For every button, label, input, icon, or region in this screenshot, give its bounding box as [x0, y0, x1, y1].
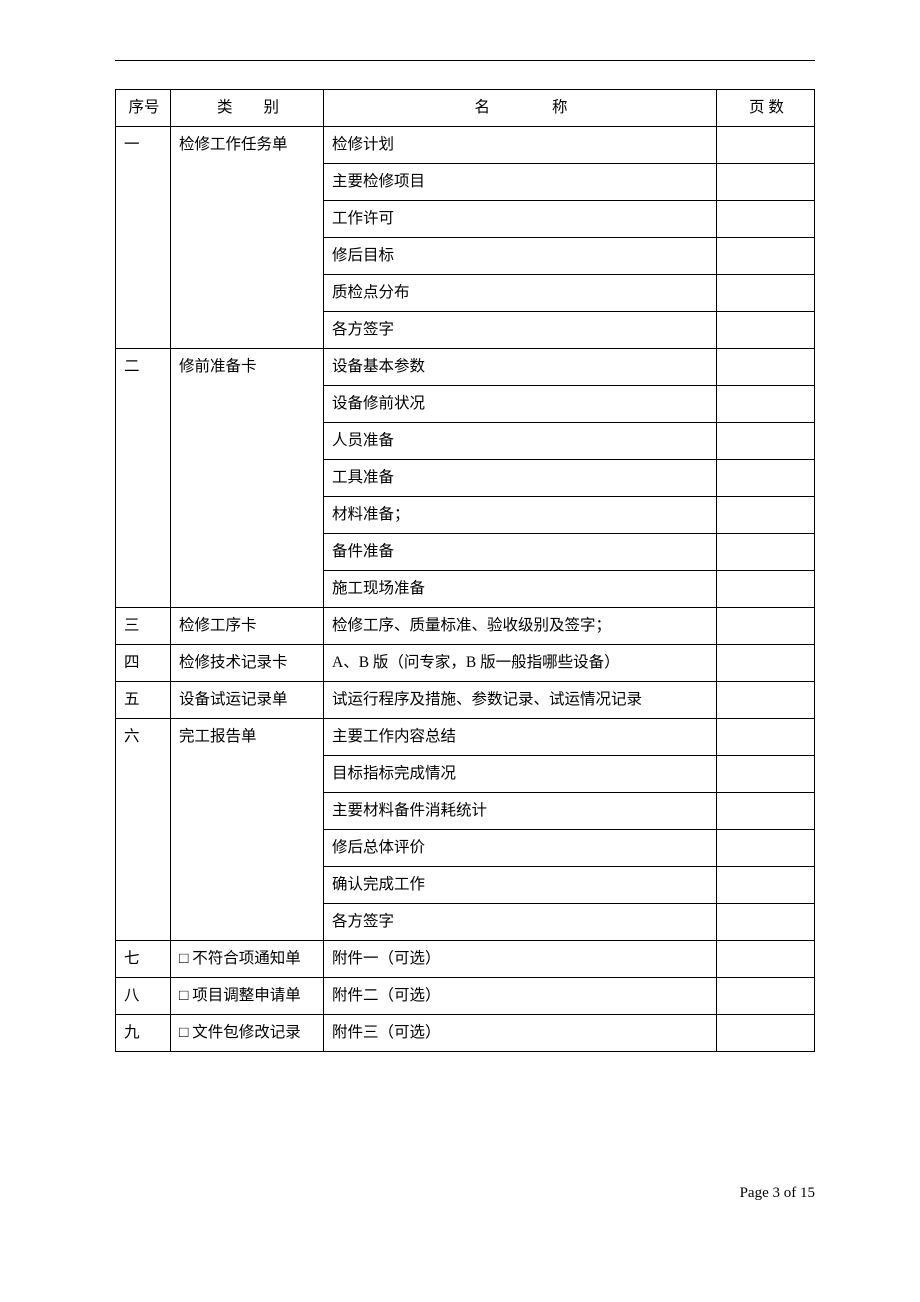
table-row: 一检修工作任务单检修计划 — [116, 127, 815, 164]
cell-name: 试运行程序及措施、参数记录、试运情况记录 — [324, 682, 717, 719]
header-page: 页 数 — [717, 90, 815, 127]
cell-page — [717, 978, 815, 1015]
cell-page — [717, 756, 815, 793]
cell-page — [717, 904, 815, 941]
cell-category: 完工报告单 — [171, 719, 324, 941]
table-row: 九□ 文件包修改记录附件三（可选） — [116, 1015, 815, 1052]
page-content: 序号 类 别 名 称 页 数 一检修工作任务单检修计划主要检修项目工作许可修后目… — [0, 0, 920, 1052]
cell-page — [717, 164, 815, 201]
cell-page — [717, 867, 815, 904]
cell-name: 主要材料备件消耗统计 — [324, 793, 717, 830]
cell-name: 主要工作内容总结 — [324, 719, 717, 756]
page-footer: Page 3 of 15 — [740, 1185, 815, 1202]
table-header-row: 序号 类 别 名 称 页 数 — [116, 90, 815, 127]
cell-category: 修前准备卡 — [171, 349, 324, 608]
cell-seq: 七 — [116, 941, 171, 978]
cell-page — [717, 460, 815, 497]
cell-category: 检修工作任务单 — [171, 127, 324, 349]
table-row: 三检修工序卡检修工序、质量标准、验收级别及签字； — [116, 608, 815, 645]
header-seq: 序号 — [116, 90, 171, 127]
cell-page — [717, 312, 815, 349]
cell-name: 人员准备 — [324, 423, 717, 460]
cell-category: 检修工序卡 — [171, 608, 324, 645]
cell-page — [717, 608, 815, 645]
cell-page — [717, 1015, 815, 1052]
cell-page — [717, 682, 815, 719]
cell-name: 附件三（可选） — [324, 1015, 717, 1052]
top-rule — [115, 60, 815, 61]
cell-name: A、B 版（问专家，B 版一般指哪些设备） — [324, 645, 717, 682]
cell-name: 工作许可 — [324, 201, 717, 238]
cell-name: 施工现场准备 — [324, 571, 717, 608]
cell-category: 设备试运记录单 — [171, 682, 324, 719]
cell-name: 主要检修项目 — [324, 164, 717, 201]
cell-name: 确认完成工作 — [324, 867, 717, 904]
cell-seq: 二 — [116, 349, 171, 608]
contents-table: 序号 类 别 名 称 页 数 一检修工作任务单检修计划主要检修项目工作许可修后目… — [115, 89, 815, 1052]
cell-seq: 五 — [116, 682, 171, 719]
cell-page — [717, 201, 815, 238]
header-name: 名 称 — [324, 90, 717, 127]
cell-name: 各方签字 — [324, 312, 717, 349]
cell-page — [717, 349, 815, 386]
cell-name: 附件二（可选） — [324, 978, 717, 1015]
cell-category: 检修技术记录卡 — [171, 645, 324, 682]
cell-name: 设备基本参数 — [324, 349, 717, 386]
table-row: 六完工报告单主要工作内容总结 — [116, 719, 815, 756]
cell-name: 质检点分布 — [324, 275, 717, 312]
cell-page — [717, 719, 815, 756]
cell-page — [717, 127, 815, 164]
cell-page — [717, 571, 815, 608]
table-row: 二修前准备卡设备基本参数 — [116, 349, 815, 386]
cell-page — [717, 830, 815, 867]
cell-page — [717, 645, 815, 682]
cell-page — [717, 238, 815, 275]
cell-name: 备件准备 — [324, 534, 717, 571]
cell-seq: 一 — [116, 127, 171, 349]
cell-seq: 三 — [116, 608, 171, 645]
cell-seq: 九 — [116, 1015, 171, 1052]
header-category: 类 别 — [171, 90, 324, 127]
cell-page — [717, 423, 815, 460]
cell-page — [717, 534, 815, 571]
table-row: 五设备试运记录单试运行程序及措施、参数记录、试运情况记录 — [116, 682, 815, 719]
cell-page — [717, 793, 815, 830]
cell-page — [717, 275, 815, 312]
cell-page — [717, 497, 815, 534]
cell-name: 工具准备 — [324, 460, 717, 497]
cell-name: 目标指标完成情况 — [324, 756, 717, 793]
cell-name: 附件一（可选） — [324, 941, 717, 978]
cell-seq: 四 — [116, 645, 171, 682]
cell-name: 各方签字 — [324, 904, 717, 941]
cell-name: 材料准备； — [324, 497, 717, 534]
cell-category: □ 项目调整申请单 — [171, 978, 324, 1015]
table-row: 八□ 项目调整申请单附件二（可选） — [116, 978, 815, 1015]
cell-seq: 八 — [116, 978, 171, 1015]
cell-name: 修后总体评价 — [324, 830, 717, 867]
cell-page — [717, 386, 815, 423]
cell-page — [717, 941, 815, 978]
cell-category: □ 文件包修改记录 — [171, 1015, 324, 1052]
cell-name: 修后目标 — [324, 238, 717, 275]
cell-name: 设备修前状况 — [324, 386, 717, 423]
table-body: 一检修工作任务单检修计划主要检修项目工作许可修后目标质检点分布各方签字二修前准备… — [116, 127, 815, 1052]
table-row: 四检修技术记录卡A、B 版（问专家，B 版一般指哪些设备） — [116, 645, 815, 682]
table-head: 序号 类 别 名 称 页 数 — [116, 90, 815, 127]
cell-name: 检修计划 — [324, 127, 717, 164]
cell-name: 检修工序、质量标准、验收级别及签字； — [324, 608, 717, 645]
cell-category: □ 不符合项通知单 — [171, 941, 324, 978]
table-row: 七□ 不符合项通知单附件一（可选） — [116, 941, 815, 978]
cell-seq: 六 — [116, 719, 171, 941]
